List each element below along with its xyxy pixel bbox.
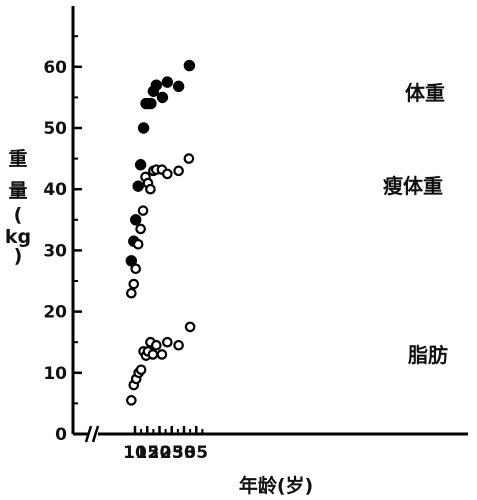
x-tick-label: 35 [184,443,208,463]
data-point [128,278,140,290]
series-label: 瘦体重 [383,174,443,198]
data-point [156,91,169,104]
data-points [125,59,196,406]
y-tick-label: 60 [43,58,67,78]
data-point [184,321,196,333]
data-point [151,339,162,351]
y-tick-label: 30 [43,241,67,261]
y-tick-label: 40 [43,180,67,200]
data-point [145,97,157,110]
y-axis-label-char: ( [14,204,23,226]
data-point [162,336,173,348]
y-axis-label-char: 重 [8,148,27,170]
data-point [126,395,137,406]
y-tick-label: 0 [55,425,67,445]
data-point [130,263,142,275]
data-point [134,159,147,171]
data-point [172,80,185,93]
x-tick-label: 10 [123,443,147,463]
data-point [132,238,144,250]
data-point [147,349,159,360]
series-label: 脂肪 [408,343,448,367]
data-point [135,223,146,235]
series-label: 体重 [405,81,445,105]
data-point [150,79,163,91]
data-point [156,349,168,360]
x-tick-label: 15 [135,443,159,463]
x-tick-label: 25 [160,443,184,463]
data-point [135,364,147,376]
x-axis-break-mark [84,425,93,443]
y-tick-label: 10 [43,364,67,384]
data-point [126,287,137,299]
y-axis-label-char: 量 [8,180,27,202]
data-point [130,214,142,226]
y-axis-label-char: ) [14,245,23,267]
y-axis-label-char: kg [5,226,31,248]
data-point [173,339,184,351]
data-point [183,153,195,164]
x-tick-label: 30 [172,443,196,463]
data-point [183,59,196,72]
y-tick-label: 50 [43,119,67,139]
data-point [161,76,174,88]
data-point [137,205,149,216]
data-point [162,168,173,180]
data-point [173,165,184,177]
data-point [145,183,156,195]
x-tick-label: 20 [148,443,172,463]
data-point [132,180,144,192]
data-point [137,122,150,134]
x-axis-break-mark [91,425,100,443]
y-tick-label: 20 [43,303,67,323]
x-axis-label: 年龄(岁) [239,474,313,497]
